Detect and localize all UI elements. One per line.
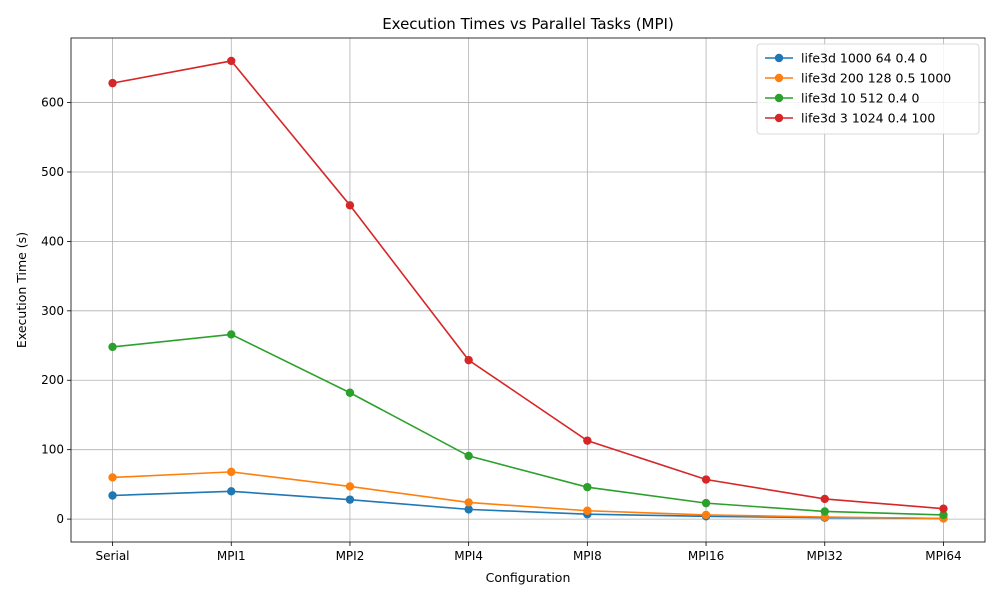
legend-marker	[774, 113, 784, 123]
y-tick-label: 400	[41, 234, 64, 248]
legend-marker	[774, 53, 784, 63]
plot-area-frame	[70, 37, 986, 543]
data-point	[701, 510, 711, 520]
data-point	[227, 487, 236, 496]
x-tick-label: MPI8	[573, 549, 602, 563]
legend-label: life3d 10 512 0.4 0	[801, 91, 919, 106]
data-point	[345, 201, 355, 210]
data-point	[701, 498, 711, 508]
y-tick-label: 100	[41, 443, 64, 457]
x-tick-label: Serial	[96, 549, 130, 563]
data-point	[464, 505, 473, 514]
x-tick-label: MPI32	[807, 549, 843, 563]
data-point	[464, 355, 473, 365]
data-point	[108, 78, 117, 88]
data-point	[345, 388, 355, 397]
legend-label: life3d 200 128 0.5 1000	[801, 71, 951, 86]
x-axis-label: Configuration	[486, 570, 571, 585]
data-point	[939, 504, 948, 513]
y-tick-label: 600	[41, 96, 64, 110]
legend-marker	[774, 93, 784, 103]
data-point	[583, 436, 592, 445]
legend-box	[756, 43, 980, 135]
data-point	[464, 451, 473, 461]
data-point	[108, 491, 117, 500]
x-tick-label: MPI16	[688, 549, 724, 563]
data-point	[108, 473, 117, 482]
x-tick-label: MPI4	[454, 549, 483, 563]
data-point	[464, 498, 473, 507]
y-tick-label: 0	[56, 512, 64, 526]
series-3	[108, 330, 948, 520]
data-point	[701, 475, 711, 484]
data-point	[108, 342, 117, 352]
legend-label: life3d 1000 64 0.4 0	[801, 51, 927, 66]
legend-marker	[774, 73, 784, 83]
y-tick-label: 300	[41, 304, 64, 318]
series-line	[112, 490, 944, 520]
series-line	[112, 333, 944, 516]
y-tick-label: 200	[41, 373, 64, 387]
x-tick-label: MPI1	[217, 549, 246, 563]
data-point	[583, 482, 592, 492]
series-line	[112, 60, 944, 510]
data-point	[820, 494, 829, 504]
data-point	[227, 56, 236, 66]
series-line	[112, 471, 944, 520]
y-axis-label: Execution Time (s)	[14, 232, 29, 348]
data-point	[227, 330, 236, 339]
legend: life3d 1000 64 0.4 0 life3d 200 128 0.5 1…	[756, 43, 980, 135]
data-point	[583, 506, 592, 515]
legend-label: life3d 3 1024 0.4 100	[801, 111, 935, 126]
chart-title: Execution Times vs Parallel Tasks (MPI)	[382, 15, 674, 33]
data-point	[227, 467, 236, 477]
series-4	[108, 56, 948, 513]
series-group	[108, 56, 948, 523]
data-point	[820, 507, 829, 516]
data-point	[939, 510, 948, 520]
x-tick-label: MPI2	[336, 549, 365, 563]
x-tick-label: MPI64	[925, 549, 961, 563]
data-point	[345, 482, 355, 491]
axes: Serial MPI1 MPI2 MPI4 MPI8 MPI16 MPI32 MPI64 0 10…	[41, 96, 962, 563]
grid	[71, 38, 985, 542]
y-tick-label: 500	[41, 165, 64, 179]
data-point	[345, 495, 355, 504]
